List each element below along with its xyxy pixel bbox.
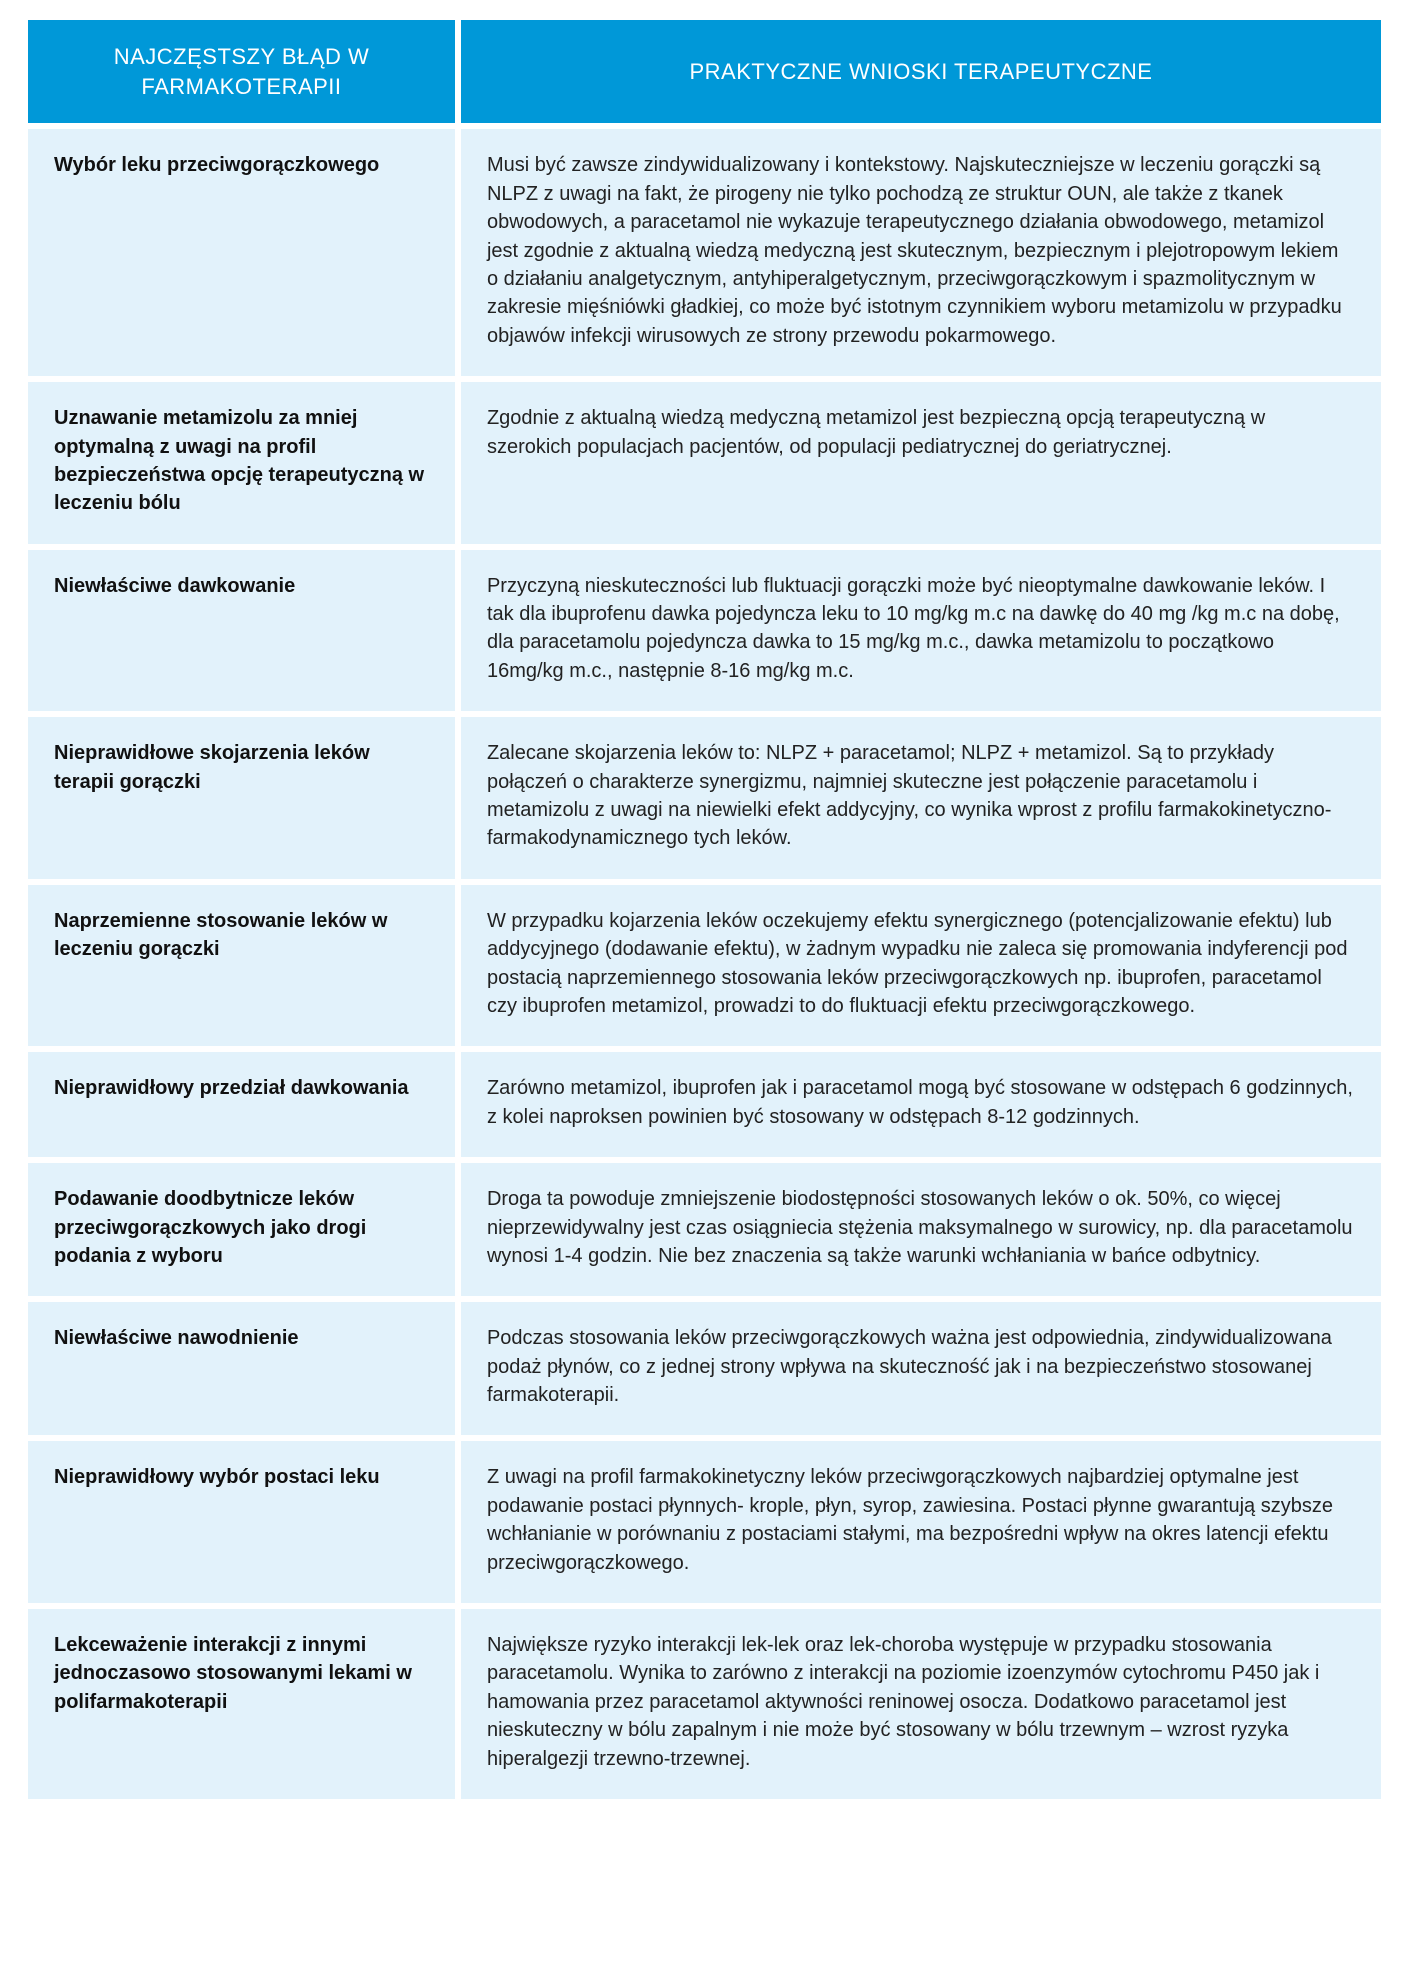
note-cell: Zarówno metamizol, ibuprofen jak i parac… [461,1046,1381,1157]
error-cell: Niewłaściwe nawodnienie [28,1296,461,1435]
error-cell: Uznawanie metamizolu za mniej optymalną … [28,376,461,544]
table-row: Lekceważenie interakcji z innymi jednocz… [28,1603,1381,1799]
table-row: Naprzemienne stosowanie leków w leczeniu… [28,879,1381,1047]
column-header-error-text: NAJCZĘSTSZY BŁĄD W FARMAKOTERAPII [114,44,370,99]
table-row: Podawanie doodbytnicze leków przeciwgorą… [28,1157,1381,1296]
note-cell: Największe ryzyko interakcji lek-lek ora… [461,1603,1381,1799]
error-cell: Niewłaściwe dawkowanie [28,544,461,712]
page: NAJCZĘSTSZY BŁĄD W FARMAKOTERAPII PRAKTY… [0,0,1409,1819]
table-row: Nieprawidłowy wybór postaci lekuZ uwagi … [28,1435,1381,1603]
table-body: Wybór leku przeciwgorączkowegoMusi być z… [28,123,1381,1799]
note-cell: Z uwagi na profil farmakokinetyczny lekó… [461,1435,1381,1603]
note-cell: W przypadku kojarzenia leków oczekujemy … [461,879,1381,1047]
table-row: Wybór leku przeciwgorączkowegoMusi być z… [28,123,1381,376]
error-cell: Wybór leku przeciwgorączkowego [28,123,461,376]
error-cell: Nieprawidłowe skojarzenia leków terapii … [28,711,461,879]
note-cell: Zalecane skojarzenia leków to: NLPZ + pa… [461,711,1381,879]
table-row: Nieprawidłowe skojarzenia leków terapii … [28,711,1381,879]
table-header-row: NAJCZĘSTSZY BŁĄD W FARMAKOTERAPII PRAKTY… [28,20,1381,123]
table-row: Nieprawidłowy przedział dawkowaniaZarówn… [28,1046,1381,1157]
note-cell: Musi być zawsze zindywidualizowany i kon… [461,123,1381,376]
error-cell: Naprzemienne stosowanie leków w leczeniu… [28,879,461,1047]
error-cell: Nieprawidłowy wybór postaci leku [28,1435,461,1603]
note-cell: Zgodnie z aktualną wiedzą medyczną metam… [461,376,1381,544]
note-cell: Przyczyną nieskuteczności lub fluktuacji… [461,544,1381,712]
error-cell: Podawanie doodbytnicze leków przeciwgorą… [28,1157,461,1296]
table-row: Niewłaściwe nawodnieniePodczas stosowani… [28,1296,1381,1435]
column-header-note: PRAKTYCZNE WNIOSKI TERAPEUTYCZNE [461,20,1381,123]
note-cell: Droga ta powoduje zmniejszenie biodostęp… [461,1157,1381,1296]
table-row: Niewłaściwe dawkowaniePrzyczyną nieskute… [28,544,1381,712]
error-cell: Nieprawidłowy przedział dawkowania [28,1046,461,1157]
therapy-table: NAJCZĘSTSZY BŁĄD W FARMAKOTERAPII PRAKTY… [28,20,1381,1799]
error-cell: Lekceważenie interakcji z innymi jednocz… [28,1603,461,1799]
column-header-error: NAJCZĘSTSZY BŁĄD W FARMAKOTERAPII [28,20,461,123]
column-header-note-text: PRAKTYCZNE WNIOSKI TERAPEUTYCZNE [689,59,1152,84]
table-row: Uznawanie metamizolu za mniej optymalną … [28,376,1381,544]
note-cell: Podczas stosowania leków przeciwgorączko… [461,1296,1381,1435]
